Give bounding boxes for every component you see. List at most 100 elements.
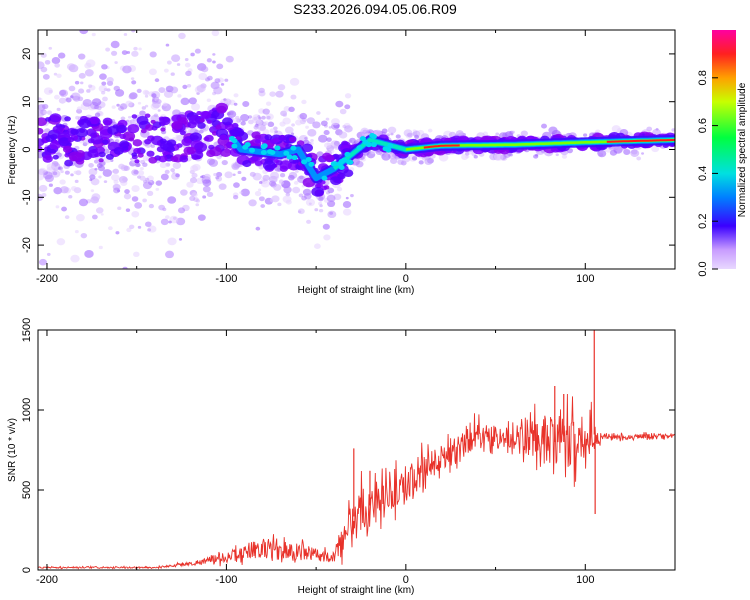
spectrogram-core-blob xyxy=(119,133,127,139)
spectrogram-speckle xyxy=(90,189,95,193)
spectrogram-speckle xyxy=(473,155,478,159)
spectrogram-speckle xyxy=(262,108,270,115)
spectrogram-speckle xyxy=(170,72,175,76)
spectrogram-cyan-spot xyxy=(385,147,392,153)
spectrogram-speckle xyxy=(40,66,48,73)
spectrogram-speckle xyxy=(197,214,206,221)
spectrogram-speckle xyxy=(88,163,94,168)
spectrogram-speckle xyxy=(269,198,275,203)
spectrogram-speckle xyxy=(636,156,642,161)
spectrogram-speckle xyxy=(339,108,347,115)
spectrogram-speckle xyxy=(583,133,588,137)
spectrogram-speckle xyxy=(125,100,133,107)
spectrogram-cyan-spot xyxy=(369,133,376,139)
spectrogram-speckle xyxy=(105,47,111,52)
spectrogram-core-blob xyxy=(146,150,155,157)
spectrogram-core-blob xyxy=(301,143,314,153)
spectrogram-speckle xyxy=(190,52,195,57)
spectrogram-speckle xyxy=(323,130,330,136)
spectrogram-speckle xyxy=(184,12,187,15)
spectrogram-core-blob xyxy=(64,116,71,122)
spectrogram-speckle xyxy=(465,152,470,156)
spectrogram-speckle xyxy=(224,78,229,82)
spectrogram-speckle xyxy=(139,175,146,181)
spectrogram-speckle xyxy=(123,165,130,171)
spectrogram-cyan-spot xyxy=(330,161,337,167)
spectrogram-speckle xyxy=(240,188,250,197)
spectrogram-speckle xyxy=(164,169,170,174)
spectrogram-speckle xyxy=(323,234,331,241)
spectrogram-core-blob xyxy=(116,124,128,134)
spectrogram-speckle xyxy=(176,63,181,66)
spectrogram-speckle xyxy=(178,238,183,241)
spectrogram-speckle xyxy=(555,153,559,157)
spectrogram-core-blob xyxy=(42,154,53,163)
spectrogram-speckle xyxy=(186,181,194,188)
spectrogram-speckle xyxy=(327,187,335,194)
spectrogram-core-blob xyxy=(103,119,112,127)
spectrogram-x-ticks: -200 -100 0 100 xyxy=(36,30,676,285)
spectrogram-core-blob xyxy=(208,144,215,150)
spectrogram-speckle xyxy=(94,167,98,171)
spectrogram-speckle xyxy=(412,129,417,133)
spectrogram-speckle xyxy=(165,43,170,47)
spectrogram-speckle xyxy=(326,137,332,142)
spectrogram-speckle xyxy=(344,104,351,110)
spectrogram-core-blob xyxy=(38,138,45,147)
colorbar-tick-label: 0.0 xyxy=(697,261,709,276)
spectrogram-speckle xyxy=(322,223,330,230)
spectrogram-core-blob xyxy=(70,128,79,136)
spectrogram-speckle xyxy=(249,171,256,177)
spectrogram-speckle xyxy=(124,189,130,194)
spectrogram-cyan-spot xyxy=(290,145,297,151)
spectrogram-core-blob xyxy=(251,131,261,139)
spectrogram-cyan-spot xyxy=(308,161,315,167)
spectrogram-speckle xyxy=(465,154,470,159)
spectrogram-speckle xyxy=(155,180,163,186)
spectrogram-speckle xyxy=(98,175,102,179)
spectrogram-speckle xyxy=(292,186,301,194)
spectrogram-speckle xyxy=(106,77,114,84)
spectrogram-speckle xyxy=(46,163,55,171)
spectrogram-speckle xyxy=(139,160,144,164)
spectrogram-core-blob xyxy=(58,137,70,147)
spectrogram-speckle xyxy=(84,250,94,258)
spectrogram-speckle xyxy=(137,170,145,176)
spectrogram-speckle xyxy=(60,170,64,174)
spectrogram-core-blob xyxy=(102,139,109,145)
spectrogram-speckle xyxy=(43,87,53,95)
spectrogram-speckle xyxy=(160,173,169,181)
spectrogram-speckle xyxy=(211,30,220,37)
spectrogram-core-blob xyxy=(264,134,273,141)
spectrogram-speckle xyxy=(200,66,209,73)
spectrogram-cyan-spot xyxy=(269,149,276,155)
spectrogram-speckle xyxy=(66,63,76,71)
spectrogram-speckle xyxy=(297,208,305,215)
spectrogram-speckle xyxy=(344,93,352,99)
spectrogram-speckle xyxy=(129,224,135,230)
spectrogram-speckle xyxy=(144,94,149,98)
spectrogram-speckle xyxy=(318,134,328,143)
spectrogram-core-blob xyxy=(191,154,199,160)
spectrogram-speckle xyxy=(51,56,61,65)
spectrogram-speckle xyxy=(167,237,177,246)
spectrogram-ytick-label: -20 xyxy=(21,237,33,253)
spectrogram-speckle xyxy=(56,238,66,246)
spectrogram-speckle xyxy=(274,130,278,134)
spectrogram-speckle xyxy=(215,171,223,178)
colorbar xyxy=(712,30,736,269)
spectrogram-speckle xyxy=(241,176,247,181)
spectrogram-speckle xyxy=(122,266,128,269)
spectrogram-speckle xyxy=(57,52,66,59)
snr-content xyxy=(38,330,675,570)
spectrogram-speckle xyxy=(305,125,309,129)
spectrogram-core-blob xyxy=(322,152,332,160)
spectrogram-speckle xyxy=(206,158,216,166)
chart-title: S233.2026.094.05.06.R09 xyxy=(293,1,457,17)
spectrogram-core-blob xyxy=(128,137,135,142)
spectrogram-speckle xyxy=(424,158,433,165)
spectrogram-ylabel: Frequency (Hz) xyxy=(7,116,18,185)
spectrogram-speckle xyxy=(256,120,263,126)
spectrogram-speckle xyxy=(163,68,169,73)
colorbar-label: Normalized spectral amplitude xyxy=(737,82,748,217)
